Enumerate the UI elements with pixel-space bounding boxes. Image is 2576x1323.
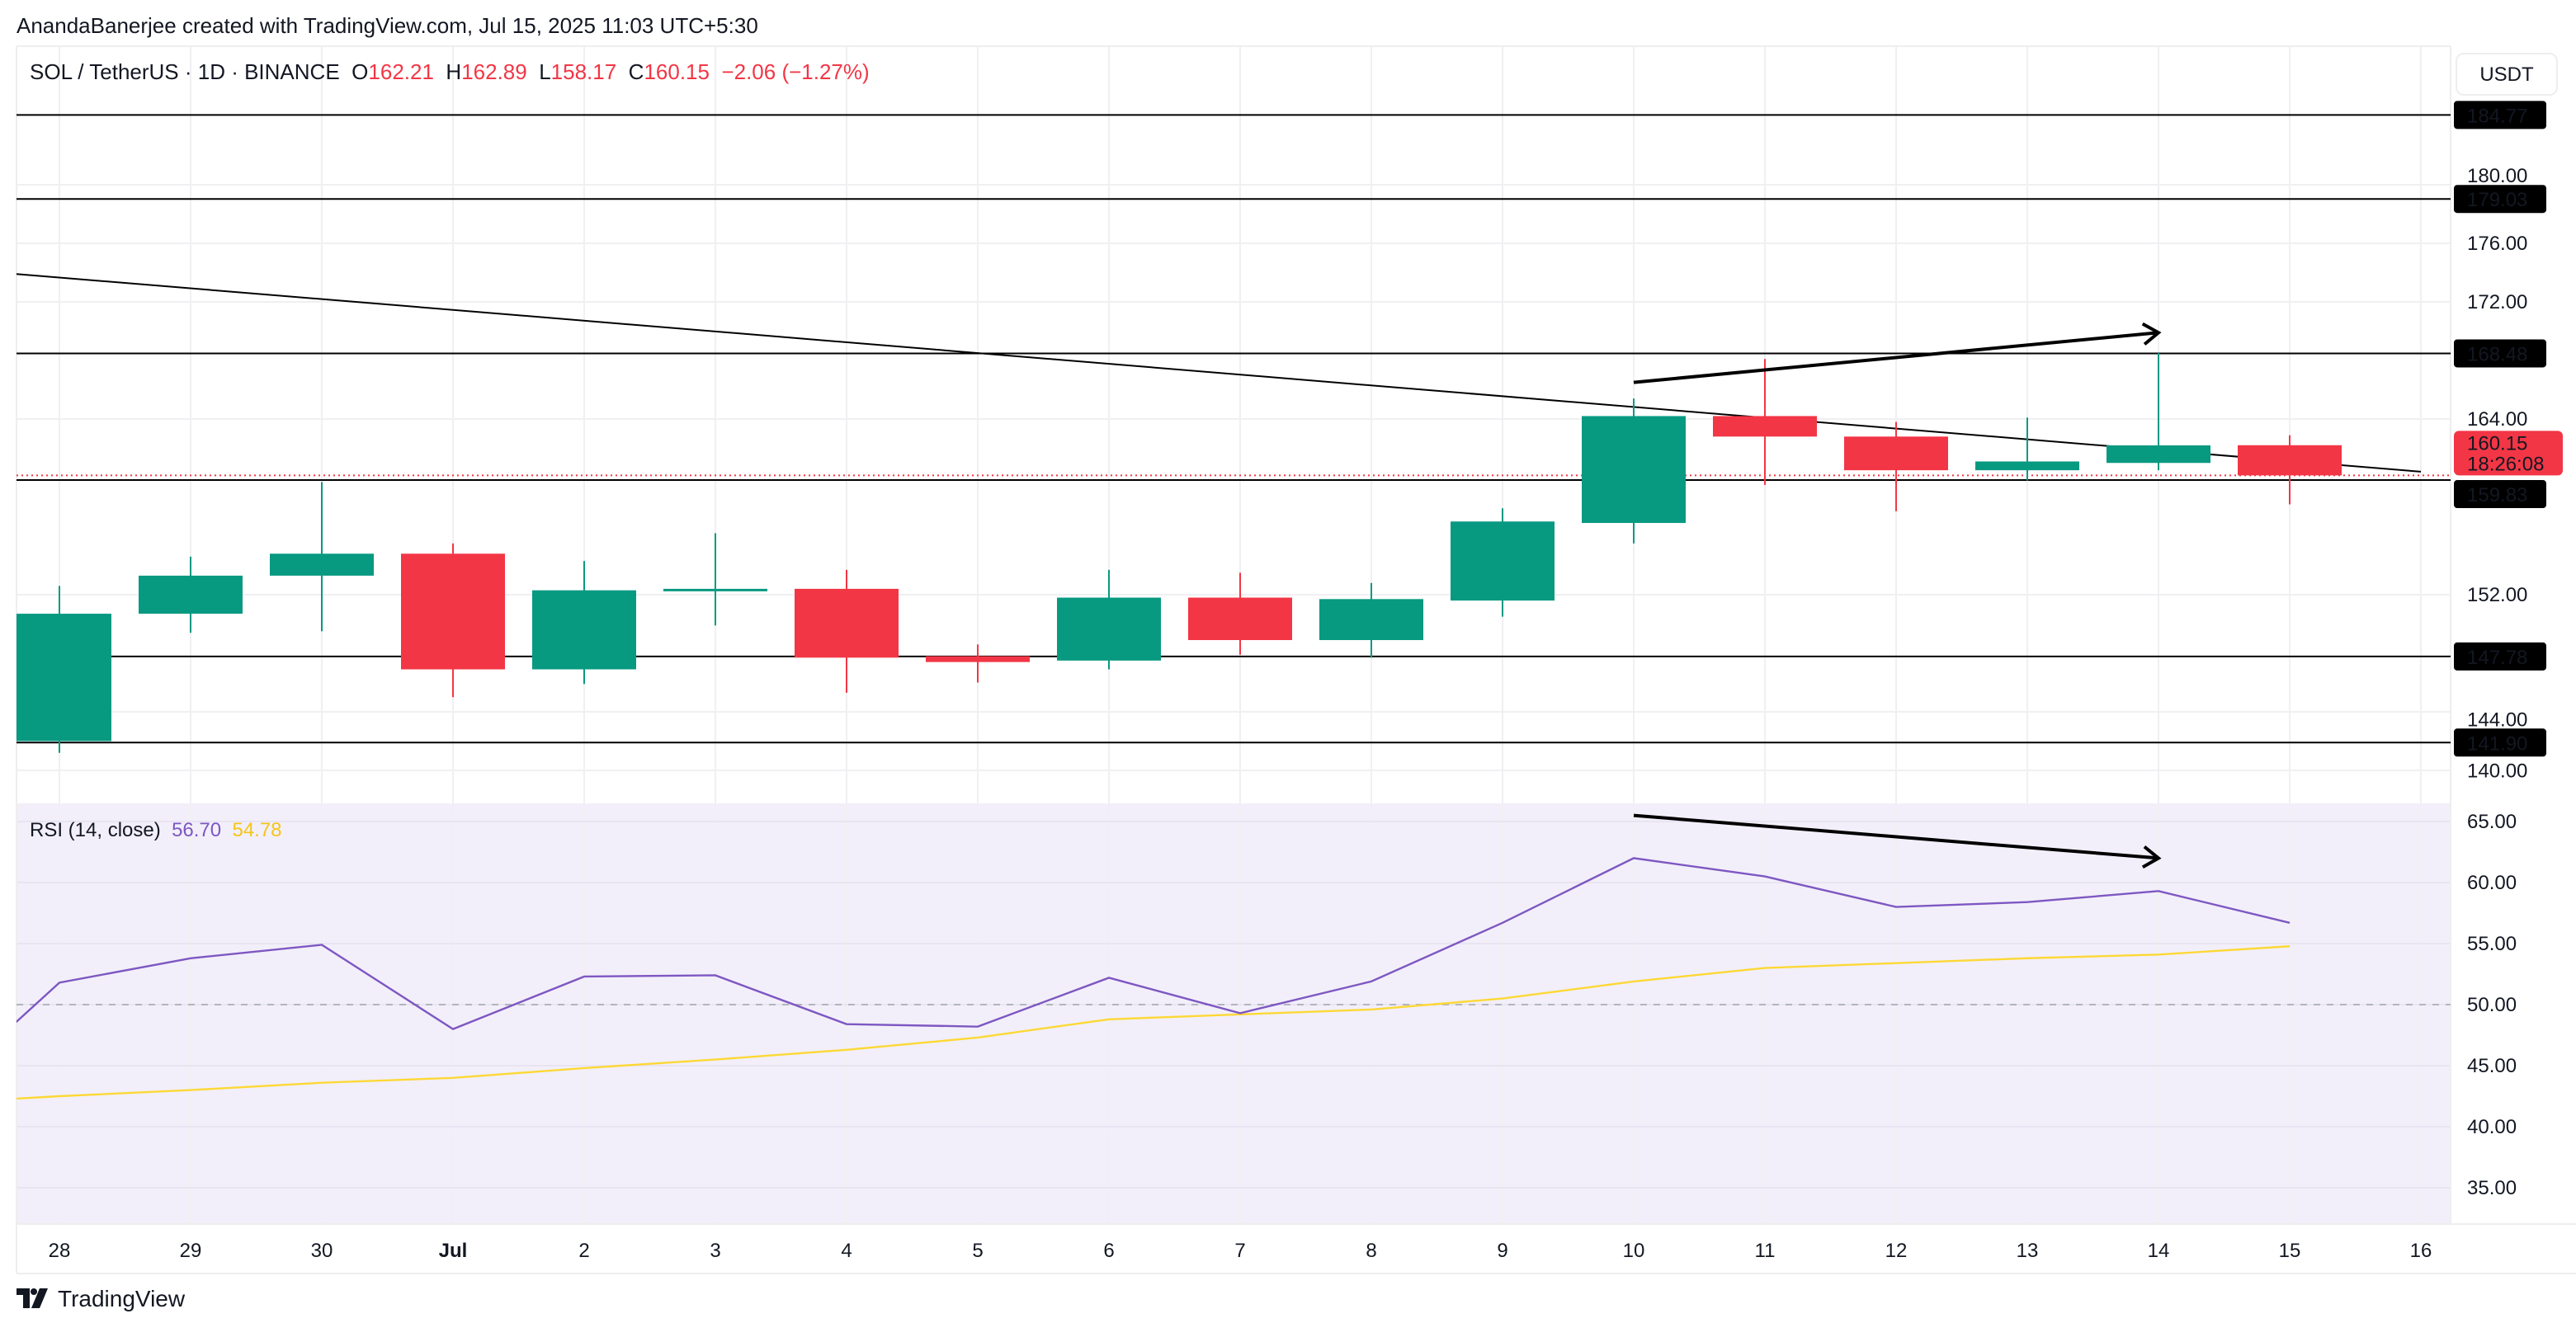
level-price-label-bg [2454,642,2546,671]
price-tick-label: 172.00 [2467,291,2527,313]
close-label: C [628,59,644,84]
date-tick-label: 9 [1497,1240,1507,1262]
low-value: 158.17 [550,59,617,84]
level-price-label: 147.78 [2467,647,2527,669]
last-price-badge [2454,431,2563,476]
symbol-label: SOL / TetherUS · 1D · BINANCE [30,59,340,84]
rsi-label: RSI (14, close) [30,818,161,841]
candle-body [1582,416,1686,524]
date-tick-label: 5 [972,1240,983,1262]
footer-brand[interactable]: TradingView [17,1285,185,1311]
price-arrow-head [2141,322,2162,346]
rsi-arrow-head [2141,845,2162,869]
level-price-label-bg [2454,185,2546,214]
price-tick-label: 180.00 [2467,165,2527,187]
date-tick-label: 15 [2279,1240,2301,1262]
level-price-label-bg [2454,480,2546,509]
candle-body [1844,436,1948,471]
candle-body [1319,599,1423,641]
rsi-tick-label: 35.00 [2467,1177,2517,1199]
tradingview-logo-icon [17,1288,48,1308]
candle-body [2238,445,2342,476]
candle-body [926,656,1030,662]
level-price-label-bg [2454,101,2546,129]
price-tick-label: 144.00 [2467,709,2527,731]
price-arrow [1633,331,2159,384]
rsi-tick-label: 55.00 [2467,933,2517,955]
symbol-legend: SOL / TetherUS · 1D · BINANCE O162.21 H1… [30,59,870,84]
rsi-line [17,857,2291,1030]
candle-body [1451,521,1555,601]
candle-body [1975,461,2079,471]
price-tick-label: 152.00 [2467,584,2527,606]
currency-button[interactable]: USDT [2456,53,2558,96]
candle-body [532,590,636,670]
open-label: O [351,59,369,84]
rsi-tick-label: 50.00 [2467,994,2517,1016]
candle-body [1057,597,1161,661]
close-value: 160.15 [644,59,710,84]
candle-body [270,553,374,576]
rsi-arrow [1633,813,2159,860]
credit-text: AnandaBanerjee created with TradingView.… [17,13,758,38]
brand-name: TradingView [58,1285,186,1311]
date-tick-label: 11 [1755,1240,1776,1262]
change-value: −2.06 (−1.27%) [721,59,870,84]
date-tick-label: 6 [1103,1240,1114,1262]
candle-body [1713,416,1817,437]
candle-body [401,553,505,670]
date-tick-label: 8 [1366,1240,1376,1262]
countdown-label: 18:26:08 [2467,453,2544,475]
low-label: L [539,59,551,84]
date-tick-label: 2 [578,1240,589,1262]
rsi-ma-line [17,945,2291,1100]
candle-body [1188,597,1292,641]
date-tick-label: 4 [841,1240,852,1262]
date-tick-label: 29 [180,1240,202,1262]
date-tick-label: 3 [710,1240,720,1262]
high-value: 162.89 [461,59,527,84]
level-price-label: 159.83 [2467,484,2527,506]
rsi-tick-label: 60.00 [2467,872,2517,894]
open-value: 162.21 [368,59,434,84]
last-price-label: 160.15 [2467,432,2527,454]
level-price-label-bg [2454,728,2546,757]
level-price-label: 168.48 [2467,343,2527,365]
date-tick-label: 28 [49,1240,71,1262]
rsi-legend: RSI (14, close) 56.70 54.78 [30,818,282,841]
price-tick-label: 164.00 [2467,408,2527,431]
rsi-value: 56.70 [172,818,222,841]
date-tick-label: 12 [1885,1240,1908,1262]
high-label: H [446,59,462,84]
trend-line [17,273,2422,473]
rsi-tick-label: 65.00 [2467,811,2517,833]
candle-body [17,614,111,742]
date-tick-label: 13 [2017,1240,2039,1262]
date-tick-label: 7 [1234,1240,1245,1262]
plot-group [17,273,2451,1100]
rsi-tick-label: 40.00 [2467,1116,2517,1138]
price-tick-label: 176.00 [2467,233,2527,255]
rsi-tick-label: 45.00 [2467,1055,2517,1077]
date-tick-label: 16 [2410,1240,2432,1262]
rsi-ma-value: 54.78 [232,818,282,841]
price-tick-label: 140.00 [2467,760,2527,782]
date-tick-label: 10 [1623,1240,1645,1262]
level-price-label: 179.03 [2467,189,2527,211]
date-tick-label: 30 [311,1240,333,1262]
date-tick-label: Jul [439,1240,468,1262]
level-price-label-bg [2454,339,2546,368]
candle-body [795,588,899,658]
level-price-label: 184.77 [2467,105,2527,127]
date-tick-label: 14 [2148,1240,2170,1262]
candle-body [139,575,243,614]
level-price-label: 141.90 [2467,732,2527,755]
candle-body [2107,445,2210,464]
candle-body [663,588,767,591]
